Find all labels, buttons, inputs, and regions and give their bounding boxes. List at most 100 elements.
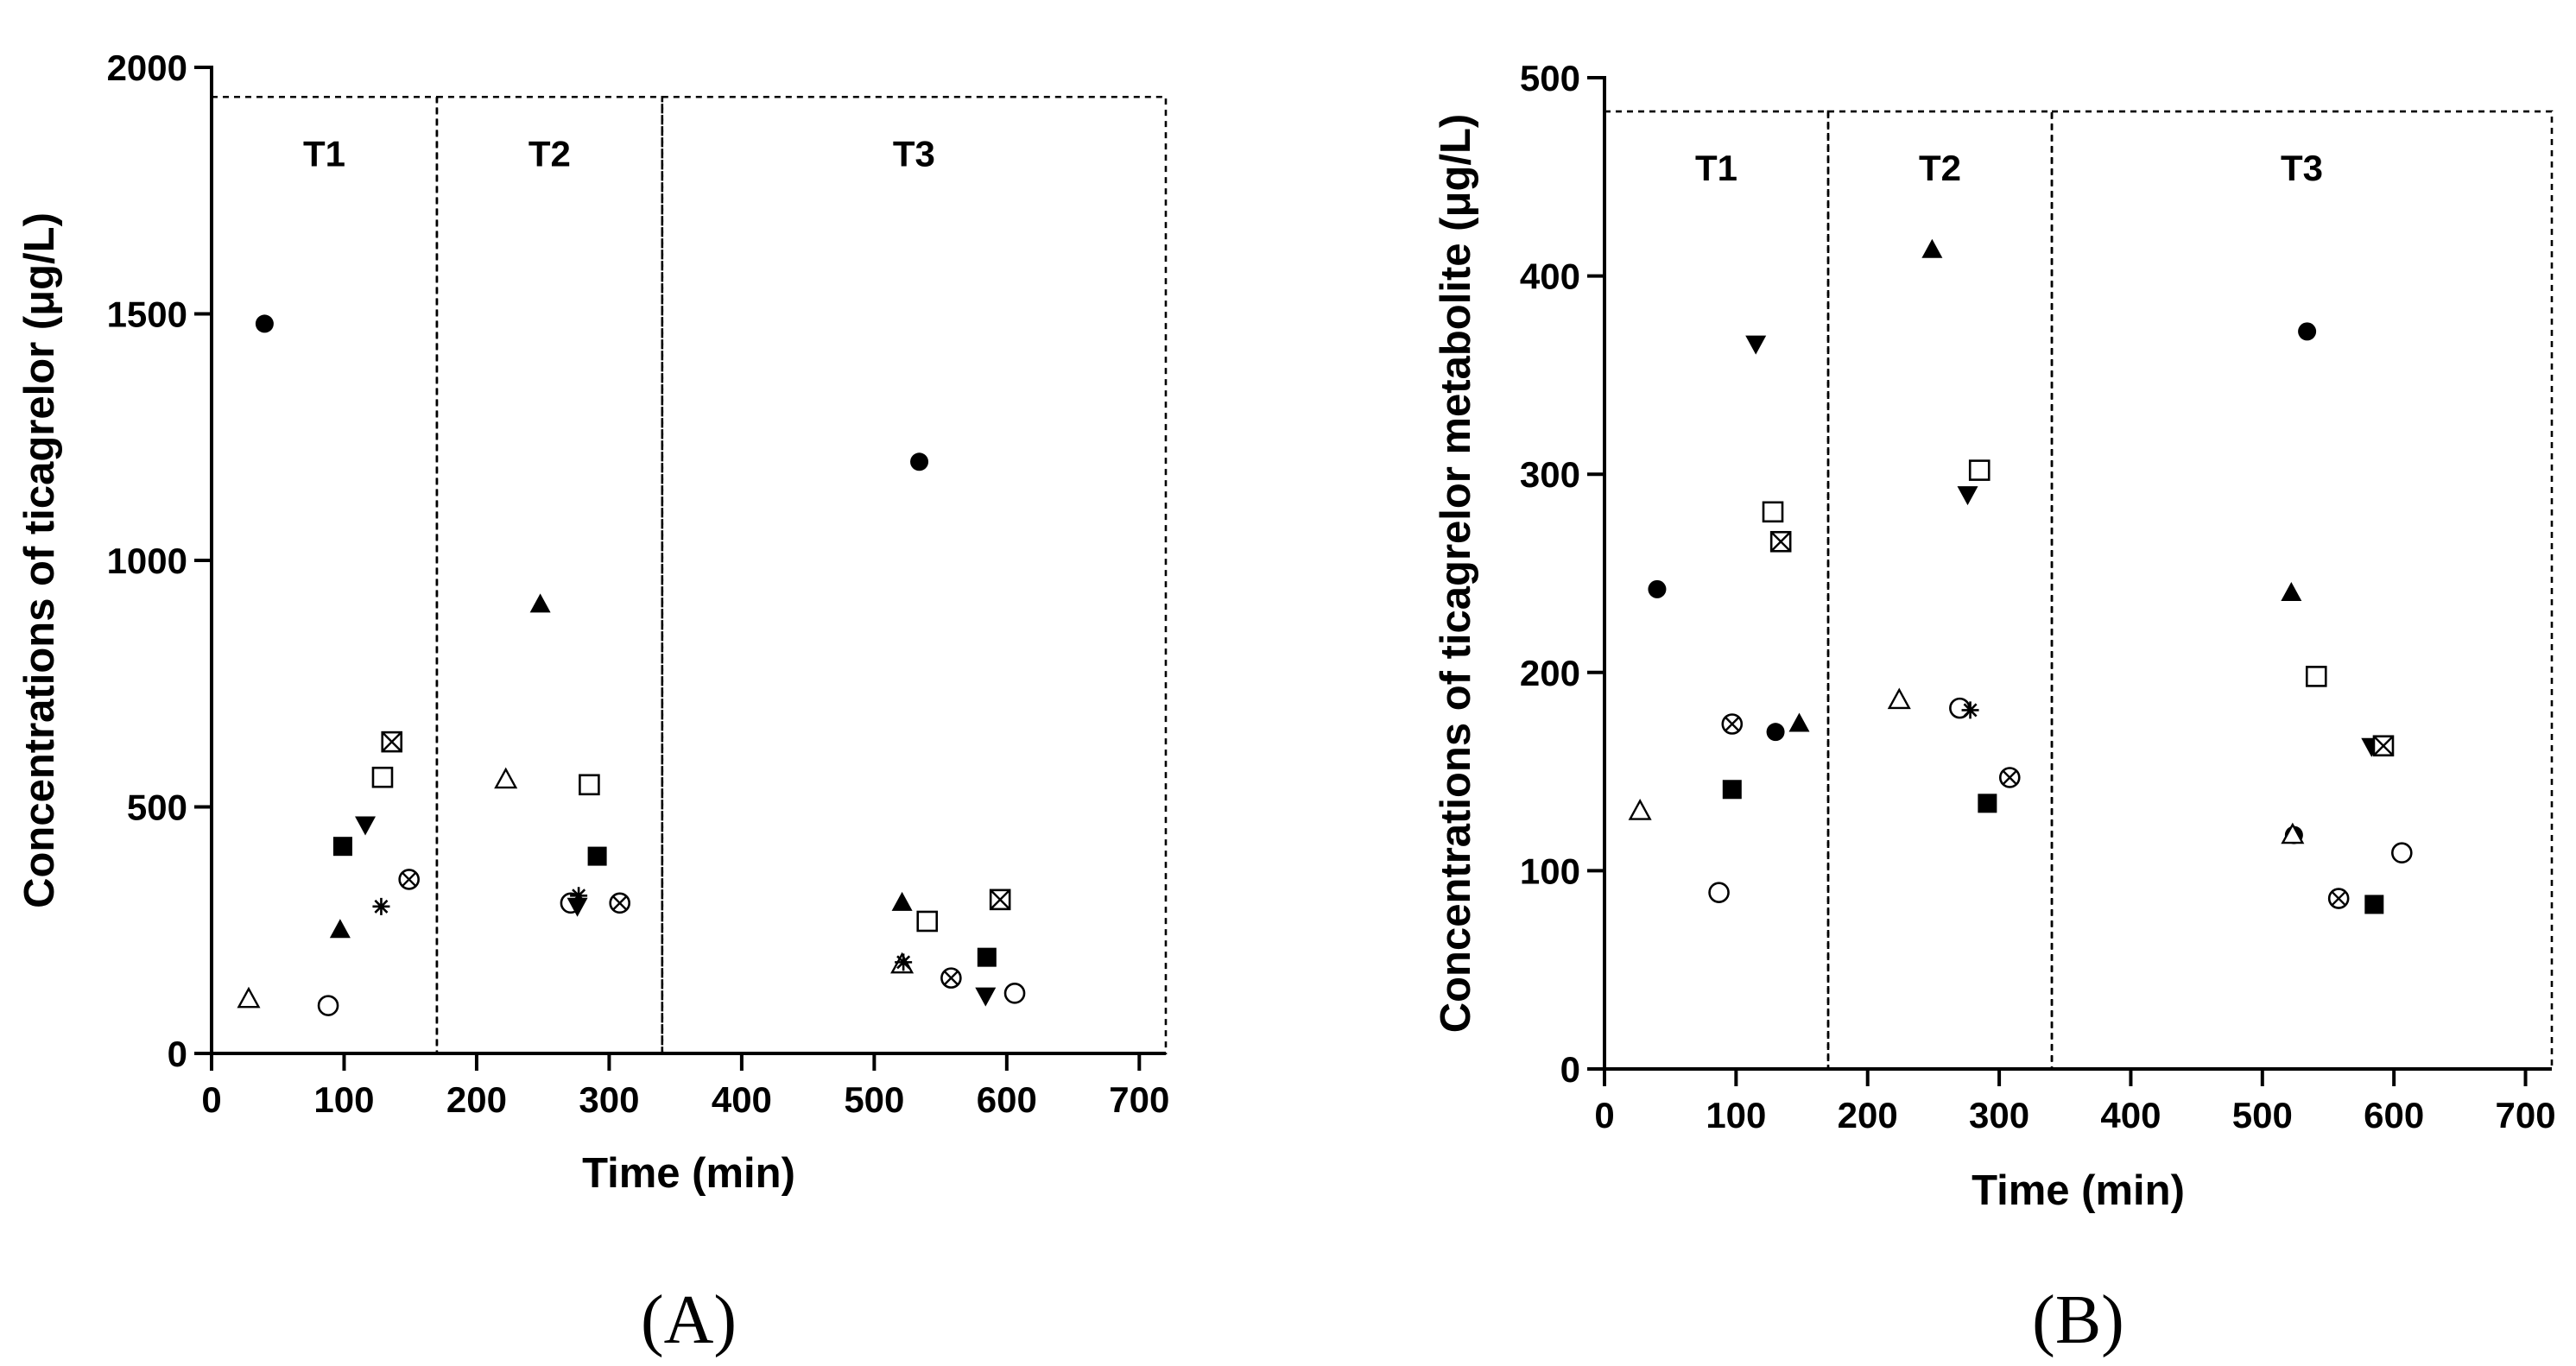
panel-a-ticagrelor: T1 T2 T3 0 500 1000 1500 2000 0 100 200 300 400 500 60… [16, 47, 1169, 1358]
data-point-open-triangle [2281, 822, 2305, 844]
data-point-filled-triangle [2281, 581, 2302, 601]
data-point-filled-triangle-down [355, 816, 377, 836]
data-point-filled-circle [2298, 322, 2317, 341]
data-point-open-circle [1708, 882, 1730, 903]
y-tick-label: 0 [1560, 1049, 1580, 1090]
panel-label: (B) [2032, 1282, 2124, 1358]
x-tick-label: 600 [2364, 1095, 2424, 1135]
y-tick-label: 2000 [107, 47, 187, 88]
data-point-filled-triangle-down [975, 987, 997, 1007]
region-box-t2 [435, 95, 664, 1055]
data-point-filled-triangle-down [566, 897, 588, 917]
data-point-circled-x [2327, 888, 2350, 909]
data-point-filled-square [332, 837, 352, 857]
data-point-boxed-x [2372, 735, 2395, 757]
data-point-open-triangle [1887, 687, 1911, 710]
data-point-filled-square [2364, 895, 2384, 914]
data-point-filled-circle [1766, 723, 1785, 742]
data-point-asterisk [372, 897, 390, 915]
data-point-open-circle [1003, 983, 1026, 1004]
data-point-open-square [1762, 501, 1784, 523]
x-tick-label: 400 [712, 1079, 772, 1120]
x-tick-label: 700 [1109, 1079, 1169, 1120]
region-box-t1 [1603, 110, 1830, 1071]
data-point-asterisk [895, 953, 913, 971]
region-box-t1 [210, 95, 439, 1055]
data-point-open-square [371, 766, 394, 788]
data-point-filled-square [1722, 780, 1742, 800]
region-boxes: T1 T2 T3 [1603, 110, 2554, 1071]
axes: 0 500 1000 1500 2000 0 100 200 300 400 500 600 700 [107, 47, 1170, 1120]
data-point-open-triangle [237, 986, 261, 1009]
region-label-t3: T3 [2281, 148, 2323, 188]
x-tick-label: 700 [2495, 1095, 2555, 1135]
data-point-open-circle [317, 995, 339, 1016]
data-point-circled-x [398, 869, 420, 890]
data-point-filled-square [587, 846, 607, 866]
data-points [1628, 238, 2413, 914]
region-boxes: T1 T2 T3 [210, 95, 1168, 1055]
data-point-circled-x [940, 967, 962, 989]
region-label-t2: T2 [528, 133, 571, 174]
data-point-filled-triangle-down [1957, 486, 1978, 506]
data-point-open-triangle [494, 767, 518, 789]
x-tick-label: 400 [2100, 1095, 2161, 1135]
data-point-asterisk [1961, 701, 1979, 719]
x-tick-label: 500 [844, 1079, 904, 1120]
y-axis-title: Concentrations of ticagrelor (μg/L) [16, 212, 63, 908]
x-tick-label: 100 [1706, 1095, 1766, 1135]
data-point-boxed-x [989, 889, 1011, 911]
data-point-filled-triangle-down [1745, 335, 1767, 355]
y-tick-label: 500 [127, 787, 187, 828]
data-point-open-square [2305, 666, 2327, 687]
region-label-t1: T1 [1695, 148, 1737, 188]
region-box-t3 [661, 95, 1168, 1055]
x-tick-label: 0 [201, 1079, 221, 1120]
y-tick-label: 200 [1520, 653, 1580, 693]
x-tick-label: 200 [446, 1079, 507, 1120]
x-tick-label: 100 [313, 1079, 374, 1120]
region-label-t2: T2 [1919, 148, 1961, 188]
y-tick-label: 100 [1520, 851, 1580, 891]
x-tick-label: 600 [977, 1079, 1037, 1120]
data-point-boxed-x [381, 730, 403, 753]
region-label-t3: T3 [893, 133, 935, 174]
data-point-open-square [1968, 459, 1991, 481]
data-point-open-triangle [1628, 799, 1652, 820]
data-points [237, 314, 1026, 1016]
panel-label: (A) [641, 1282, 737, 1358]
data-point-filled-circle [1648, 579, 1667, 598]
data-point-filled-triangle [329, 919, 351, 939]
y-tick-label: 1500 [107, 294, 187, 335]
data-point-filled-circle [255, 314, 274, 333]
data-point-circled-x [1721, 713, 1744, 735]
data-point-filled-triangle [529, 593, 551, 613]
x-tick-label: 500 [2232, 1095, 2293, 1135]
data-point-open-circle [2391, 842, 2413, 864]
data-point-filled-triangle [1788, 712, 1810, 732]
region-box-t3 [2050, 110, 2554, 1071]
data-point-circled-x [609, 892, 630, 914]
data-point-open-square [916, 910, 939, 933]
x-tick-label: 200 [1838, 1095, 1898, 1135]
y-tick-label: 300 [1520, 454, 1580, 495]
data-point-filled-triangle [1921, 238, 1943, 258]
x-tick-label: 0 [1594, 1095, 1614, 1135]
x-axis-title: Time (min) [1972, 1167, 2185, 1214]
data-point-filled-square [1978, 794, 1997, 813]
data-point-open-square [579, 774, 600, 796]
y-axis-title: Concentrations of ticagrelor metabolite … [1433, 114, 1479, 1034]
axes: 0 100 200 300 400 500 0 100 200 300 400 500 600 700 [1520, 58, 2556, 1135]
y-tick-label: 1000 [107, 541, 187, 581]
y-tick-label: 0 [168, 1034, 187, 1074]
y-tick-label: 500 [1520, 58, 1580, 98]
data-point-asterisk [570, 887, 588, 905]
region-label-t1: T1 [303, 133, 345, 174]
panel-b-ticagrelor-metabolite: T1 T2 T3 0 100 200 300 400 500 0 100 200 300 400 500 60… [1433, 58, 2556, 1358]
x-tick-label: 300 [579, 1079, 639, 1120]
data-point-filled-circle [910, 452, 929, 471]
data-point-circled-x [1998, 767, 2021, 788]
data-point-filled-triangle [891, 891, 913, 911]
y-tick-label: 400 [1520, 256, 1580, 297]
